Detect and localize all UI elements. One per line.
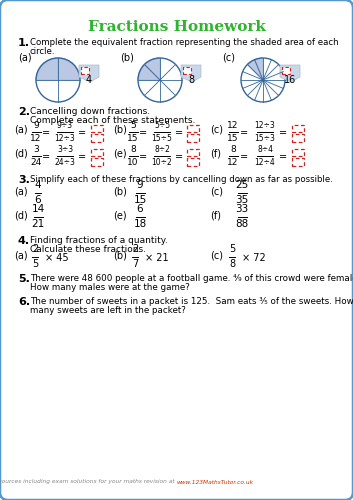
Text: Finding fractions of a quantity.: Finding fractions of a quantity. — [30, 236, 168, 245]
Wedge shape — [36, 58, 58, 80]
Text: 14: 14 — [31, 204, 44, 214]
Text: 5: 5 — [130, 120, 136, 130]
Text: (c): (c) — [210, 250, 223, 260]
Text: =: = — [42, 128, 50, 138]
Text: 6: 6 — [35, 195, 41, 205]
Text: 10÷2: 10÷2 — [152, 158, 172, 167]
Text: 5: 5 — [32, 259, 38, 269]
Text: 8: 8 — [229, 259, 235, 269]
Wedge shape — [247, 60, 263, 80]
Text: 12: 12 — [227, 120, 239, 130]
Text: (c): (c) — [210, 125, 223, 135]
FancyBboxPatch shape — [292, 148, 304, 156]
Text: (e): (e) — [113, 210, 127, 220]
Text: =: = — [139, 152, 147, 162]
FancyBboxPatch shape — [91, 134, 103, 141]
Text: 5: 5 — [229, 244, 235, 254]
Text: 12÷3: 12÷3 — [55, 134, 76, 143]
Text: × 45: × 45 — [45, 253, 68, 263]
Text: (c): (c) — [222, 53, 235, 63]
Text: (a): (a) — [14, 125, 28, 135]
FancyBboxPatch shape — [292, 134, 304, 141]
Text: 16: 16 — [284, 75, 296, 85]
FancyBboxPatch shape — [187, 134, 199, 141]
Text: 12: 12 — [227, 158, 239, 167]
Text: 15÷3: 15÷3 — [255, 134, 275, 143]
FancyBboxPatch shape — [292, 158, 304, 166]
FancyBboxPatch shape — [183, 67, 191, 74]
Text: (a): (a) — [14, 186, 28, 196]
Text: 6.: 6. — [18, 297, 30, 307]
Text: Fractions Homework: Fractions Homework — [88, 20, 265, 34]
Text: 5.: 5. — [18, 274, 30, 284]
Polygon shape — [79, 65, 99, 82]
Text: 8÷2: 8÷2 — [154, 144, 170, 154]
Text: 8: 8 — [230, 144, 236, 154]
Text: (f): (f) — [210, 149, 221, 159]
Text: =: = — [279, 152, 287, 162]
Text: =: = — [139, 128, 147, 138]
Wedge shape — [144, 58, 160, 80]
Text: 9: 9 — [33, 120, 39, 130]
Text: =: = — [42, 152, 50, 162]
Text: 35: 35 — [235, 195, 249, 205]
Text: (b): (b) — [113, 186, 127, 196]
Text: How many males were at the game?: How many males were at the game? — [30, 283, 190, 292]
Text: 12: 12 — [30, 134, 42, 143]
Text: 8÷4: 8÷4 — [257, 144, 273, 154]
Text: Cancelling down fractions.: Cancelling down fractions. — [30, 107, 150, 116]
Text: (b): (b) — [113, 125, 127, 135]
FancyBboxPatch shape — [91, 124, 103, 132]
Text: Simplify each of these fractions by cancelling down as far as possible.: Simplify each of these fractions by canc… — [30, 175, 333, 184]
Text: × 72: × 72 — [242, 253, 266, 263]
Text: (a): (a) — [18, 53, 32, 63]
Text: =: = — [175, 152, 183, 162]
Text: (b): (b) — [120, 53, 134, 63]
Text: 25: 25 — [235, 180, 249, 190]
Text: (b): (b) — [113, 250, 127, 260]
Text: 4.: 4. — [18, 236, 30, 246]
Text: www.123MathsTutor.co.uk: www.123MathsTutor.co.uk — [176, 480, 253, 484]
Text: 12÷3: 12÷3 — [255, 120, 275, 130]
Text: (e): (e) — [113, 149, 127, 159]
Text: =: = — [175, 128, 183, 138]
FancyBboxPatch shape — [292, 124, 304, 132]
Text: 9÷3: 9÷3 — [57, 120, 73, 130]
Text: More resources including exam solutions for your maths revision at: More resources including exam solutions … — [0, 480, 176, 484]
FancyBboxPatch shape — [187, 148, 199, 156]
Text: 10: 10 — [127, 158, 139, 167]
Text: 1.: 1. — [18, 38, 30, 48]
Text: =: = — [78, 128, 86, 138]
Text: 2.: 2. — [18, 107, 30, 117]
Text: 6: 6 — [137, 204, 143, 214]
Text: Calculate these fractions.: Calculate these fractions. — [30, 245, 146, 254]
Text: 8: 8 — [130, 144, 136, 154]
Text: circle.: circle. — [30, 47, 55, 56]
Text: 4: 4 — [35, 180, 41, 190]
Text: 12÷4: 12÷4 — [255, 158, 275, 167]
Text: 33: 33 — [235, 204, 249, 214]
Text: =: = — [240, 128, 248, 138]
Text: 3: 3 — [33, 144, 39, 154]
Text: 9: 9 — [137, 180, 143, 190]
Text: 24÷3: 24÷3 — [55, 158, 76, 167]
Text: Complete the equivalent fraction representing the shaded area of each: Complete the equivalent fraction represe… — [30, 38, 339, 47]
Text: 2: 2 — [32, 244, 38, 254]
Text: 2: 2 — [132, 244, 138, 254]
FancyBboxPatch shape — [81, 67, 89, 74]
Text: (d): (d) — [14, 149, 28, 159]
Text: many sweets are left in the packet?: many sweets are left in the packet? — [30, 306, 186, 315]
Text: 7: 7 — [132, 259, 138, 269]
Text: 3.: 3. — [18, 175, 30, 185]
Text: 3÷3: 3÷3 — [57, 144, 73, 154]
Text: × 21: × 21 — [145, 253, 169, 263]
Text: 15: 15 — [227, 134, 239, 143]
Text: 15: 15 — [133, 195, 146, 205]
Text: (d): (d) — [14, 210, 28, 220]
Text: 8: 8 — [188, 75, 194, 85]
Text: (c): (c) — [210, 186, 223, 196]
Text: Complete each of these statements.: Complete each of these statements. — [30, 116, 195, 125]
Text: The number of sweets in a packet is 125.  Sam eats ³⁄₅ of the sweets. How: The number of sweets in a packet is 125.… — [30, 297, 353, 306]
FancyBboxPatch shape — [91, 148, 103, 156]
